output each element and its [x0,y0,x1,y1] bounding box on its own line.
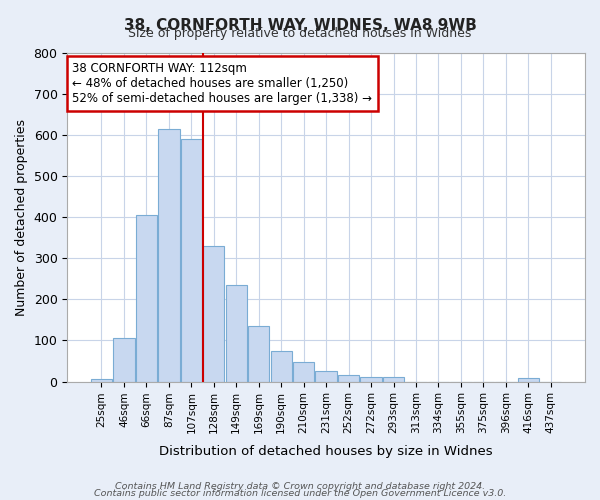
Bar [248,326,269,382]
Bar [136,215,157,382]
Bar [518,378,539,382]
Text: Size of property relative to detached houses in Widnes: Size of property relative to detached ho… [128,28,472,40]
Bar [91,380,112,382]
Bar [203,246,224,382]
Bar [338,376,359,382]
Bar [271,350,292,382]
X-axis label: Distribution of detached houses by size in Widnes: Distribution of detached houses by size … [160,444,493,458]
Bar [383,378,404,382]
Text: Contains HM Land Registry data © Crown copyright and database right 2024.: Contains HM Land Registry data © Crown c… [115,482,485,491]
Bar [158,128,179,382]
Bar [361,376,382,382]
Bar [293,362,314,382]
Bar [316,372,337,382]
Bar [226,285,247,382]
Text: 38 CORNFORTH WAY: 112sqm
← 48% of detached houses are smaller (1,250)
52% of sem: 38 CORNFORTH WAY: 112sqm ← 48% of detach… [73,62,373,106]
Bar [181,139,202,382]
Y-axis label: Number of detached properties: Number of detached properties [15,118,28,316]
Text: Contains public sector information licensed under the Open Government Licence v3: Contains public sector information licen… [94,490,506,498]
Bar [113,338,134,382]
Text: 38, CORNFORTH WAY, WIDNES, WA8 9WB: 38, CORNFORTH WAY, WIDNES, WA8 9WB [124,18,476,32]
